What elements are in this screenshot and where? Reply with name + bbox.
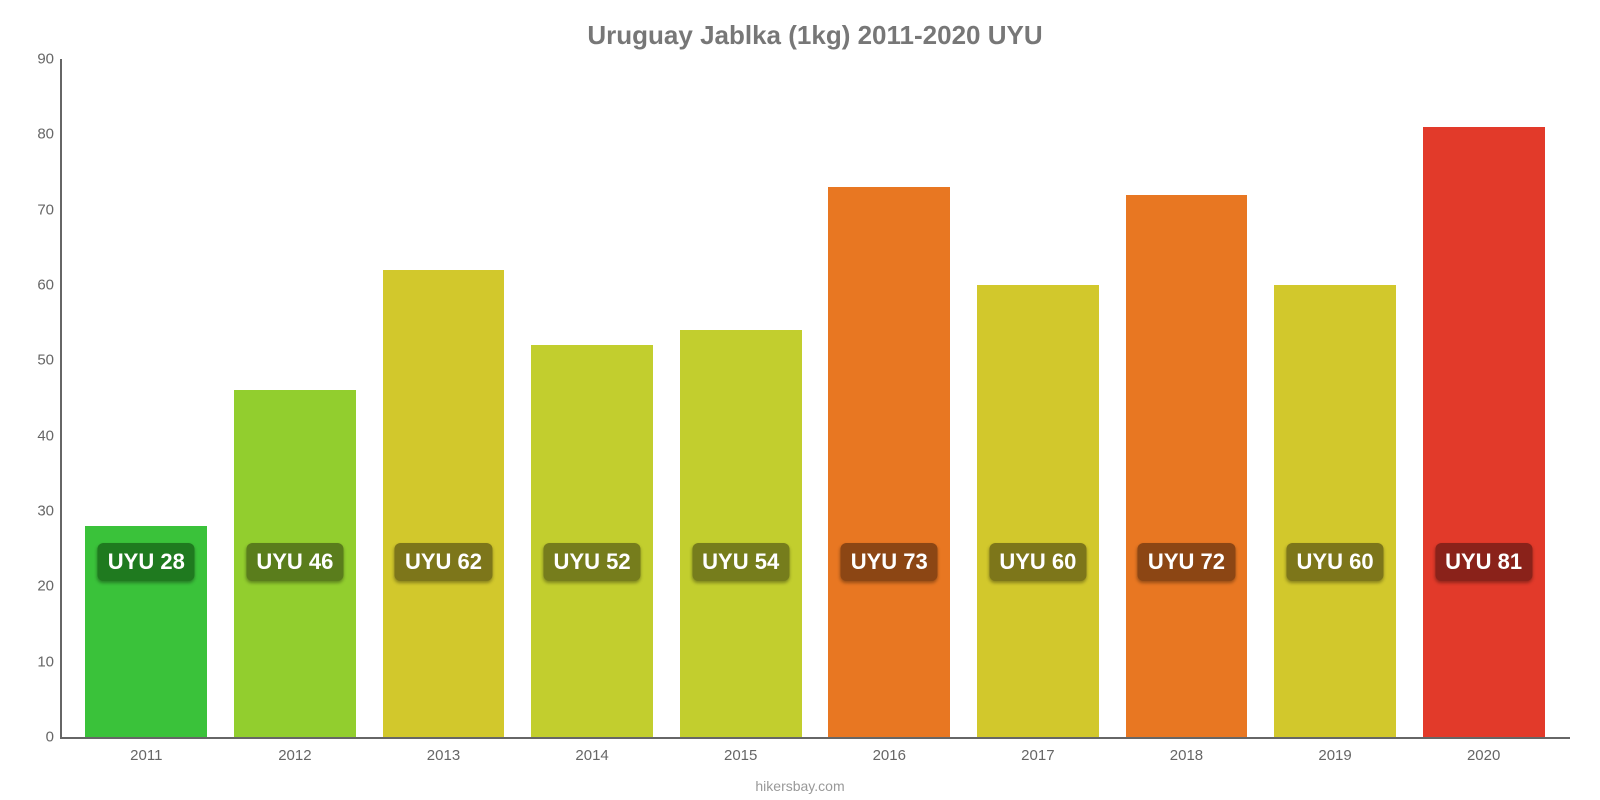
x-tick-label: 2018 [1112, 747, 1261, 764]
bar [828, 187, 950, 737]
bar-value-label: UYU 60 [1287, 543, 1384, 581]
bar-slot: UYU 73 [815, 59, 964, 737]
bar-value-label: UYU 46 [246, 543, 343, 581]
bar-value-label: UYU 72 [1138, 543, 1235, 581]
x-axis-labels: 2011201220132014201520162017201820192020 [60, 747, 1570, 764]
bar [1126, 195, 1248, 737]
bar-value-label: UYU 52 [544, 543, 641, 581]
x-tick-label: 2013 [369, 747, 518, 764]
chart-title: Uruguay Jablka (1kg) 2011-2020 UYU [60, 20, 1570, 51]
y-tick-label: 80 [20, 126, 54, 143]
bar [1274, 285, 1396, 737]
source-label: hikersbay.com [0, 778, 1600, 794]
bar-value-label: UYU 28 [98, 543, 195, 581]
y-tick-label: 0 [20, 729, 54, 746]
y-tick-label: 20 [20, 578, 54, 595]
chart-container: Uruguay Jablka (1kg) 2011-2020 UYU 0 10 20… [0, 0, 1600, 800]
y-tick-label: 30 [20, 503, 54, 520]
y-tick-label: 70 [20, 201, 54, 218]
y-tick-label: 10 [20, 653, 54, 670]
bar-slot: UYU 28 [72, 59, 221, 737]
x-tick-label: 2011 [72, 747, 221, 764]
x-tick-label: 2015 [666, 747, 815, 764]
bar-slot: UYU 52 [518, 59, 667, 737]
bar-value-label: UYU 60 [989, 543, 1086, 581]
bar [977, 285, 1099, 737]
x-tick-label: 2016 [815, 747, 964, 764]
x-tick-label: 2017 [964, 747, 1113, 764]
x-tick-label: 2012 [221, 747, 370, 764]
bar-value-label: UYU 54 [692, 543, 789, 581]
bar-value-label: UYU 62 [395, 543, 492, 581]
bar [531, 345, 653, 737]
bar-slot: UYU 81 [1409, 59, 1558, 737]
x-tick-label: 2019 [1261, 747, 1410, 764]
bar [1423, 127, 1545, 737]
plot-area: 0102030405060708090 UYU 28UYU 46UYU 62UY… [60, 59, 1570, 739]
bar-value-label: UYU 73 [841, 543, 938, 581]
y-tick-label: 50 [20, 352, 54, 369]
bar [680, 330, 802, 737]
bar [383, 270, 505, 737]
bar-slot: UYU 72 [1112, 59, 1261, 737]
x-tick-label: 2020 [1409, 747, 1558, 764]
bar-slot: UYU 60 [964, 59, 1113, 737]
bar-slot: UYU 60 [1261, 59, 1410, 737]
bars-group: UYU 28 UYU 46 UYU 62 UYU 52 UYU 54 UYU 73 UYU … [60, 59, 1570, 737]
y-tick-label: 40 [20, 427, 54, 444]
bar-slot: UYU 46 [221, 59, 370, 737]
bar-slot: UYU 54 [666, 59, 815, 737]
x-tick-label: 2014 [518, 747, 667, 764]
bar-value-label: UYU 81 [1435, 543, 1532, 581]
y-tick-label: 90 [20, 51, 54, 68]
y-tick-label: 60 [20, 277, 54, 294]
bar-slot: UYU 62 [369, 59, 518, 737]
